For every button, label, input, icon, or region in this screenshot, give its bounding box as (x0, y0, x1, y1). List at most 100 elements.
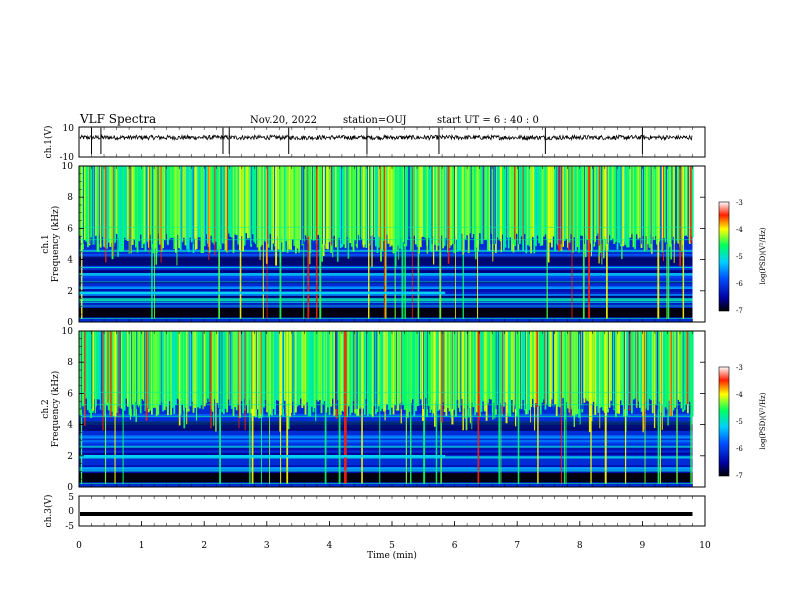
ch1-spec-emission-column (664, 166, 667, 243)
ch1-spec-emission-column (130, 166, 132, 254)
ch1-spec-emission-column (523, 166, 526, 235)
ch1-spec-emission-column (138, 166, 140, 242)
ch2-spec-emission-column (544, 331, 547, 410)
ch1-spec-emission-column (323, 166, 326, 245)
ch1-spec-sferic (266, 166, 268, 319)
ch1-spec-emission-column (186, 166, 188, 250)
ch2-spec-emission-column (397, 331, 400, 411)
ch2-spec-emission-column (85, 331, 88, 399)
ch2-spec-emission-column (101, 331, 104, 410)
ch2-spec-sferic (534, 331, 536, 431)
ch2-spec-emission-column (595, 331, 598, 407)
ch2-spec-tone-line (79, 445, 693, 447)
ch1-spec-emission-column (125, 166, 128, 240)
ch2-spec-emission-column (610, 331, 612, 401)
ch1-spec-dark-streak (490, 166, 492, 244)
ch1-spec-sferic (568, 166, 571, 243)
ch1-spec-sferic (646, 166, 648, 250)
ch2-spec-sferic (498, 331, 501, 484)
ch2-spec-emission-column (309, 331, 312, 417)
ch2-spec-dark-streak (637, 331, 639, 409)
ch1-spec-dark-streak (312, 166, 313, 244)
ch1-spec-emission-column (192, 166, 195, 253)
ch1-spec-emission-column (551, 166, 553, 248)
ch1-spec-emission-column (215, 166, 217, 242)
ch2-spec-dark-streak (635, 331, 637, 409)
ch2-spec-sferic (215, 331, 217, 432)
ch2-spec-sferic (462, 331, 464, 431)
ch2-spec-emission-column (546, 331, 548, 404)
ch2-spec-sferic (267, 331, 270, 411)
ch2-spec-dark-streak (265, 331, 267, 409)
ch1-spec-sferic (151, 166, 153, 319)
ch1-spec-sferic (532, 166, 535, 238)
ch1-spec-emission-column (253, 166, 256, 243)
ch1-spec-sferic (432, 166, 435, 265)
ch1-spec-emission-column (83, 166, 86, 241)
ch1-spec-dark-streak (641, 166, 642, 244)
ch2-spec-emission-column (389, 331, 392, 415)
ch2-spec-emission-column (141, 331, 144, 400)
ch1-spec-sferic (657, 166, 660, 319)
ch2-spec-emission-column (461, 331, 464, 399)
ch1-spec-emission-column (655, 166, 657, 237)
ch1-spec-emission-column (456, 166, 459, 252)
ch1-spec-sferic (111, 166, 114, 260)
ch2-spec-sferic (575, 331, 577, 414)
ch2-spec-sferic (517, 331, 520, 484)
ch1-spec-emission-column (586, 166, 588, 240)
ch1-spec-sferic (584, 166, 587, 258)
ch1-spec-emission-column (536, 166, 539, 236)
ch1-spec-sferic (394, 166, 397, 267)
ch1-spec-emission-column (442, 166, 444, 249)
ch1-spec-dark-streak (83, 166, 84, 244)
ch1-spec-emission-column (423, 166, 425, 238)
ch1-spec-dark-streak (192, 166, 194, 244)
ch1-spec-dark-streak (341, 166, 343, 244)
ch2-spec-emission-column (106, 331, 108, 406)
ch1-spec-emission-column (191, 166, 193, 243)
ch2-spec-emission-column (299, 331, 302, 399)
ch2-spec-dark-streak (460, 331, 462, 409)
ch2-spec-tone-trace (79, 416, 693, 417)
ch1-spec-sferic (154, 166, 156, 319)
ch1-spec-sferic (189, 166, 191, 239)
ch1-spec-emission-column (391, 166, 393, 246)
ch2-spec-emission-column (224, 331, 227, 409)
ch1-spectrogram-ticks: 0 2 4 6 8 10 (62, 162, 706, 328)
ch1-spec-sferic (385, 166, 387, 319)
ch2-spec-emission-column (192, 331, 195, 413)
ch1-spec-dark-streak (98, 166, 100, 244)
ch2-spec-emission-column (312, 331, 315, 413)
ch2-spec-emission-column (618, 331, 620, 414)
ch1-spec-emission-column (293, 166, 296, 246)
ch2-spec-sferic (467, 331, 470, 402)
ch1-spec-emission-column (344, 166, 347, 249)
ch1-spec-emission-column (451, 166, 454, 244)
ch2-spec-emission-column (483, 331, 486, 412)
ch1-spec-sferic (477, 166, 480, 252)
ch1-spec-emission-column (405, 166, 408, 247)
ch1-spec-emission-column (395, 166, 398, 252)
ch2-spec-emission-column (528, 331, 531, 411)
time-tick-label: 1 (139, 541, 145, 551)
ch2-spec-sferic (667, 331, 669, 426)
ch2-spec-dark-streak (283, 331, 285, 409)
ch2-spec-sferic (289, 331, 292, 418)
ch2-spec-sferic (338, 331, 341, 484)
ch1-spec-emission-column (99, 166, 102, 248)
ch2-spec-emission-column (691, 331, 694, 417)
ch2-spec-emission-column (592, 331, 595, 402)
ch2-spec-emission-column (155, 331, 158, 417)
ch2-spec-sferic (238, 331, 240, 429)
ch2-spec-sferic (280, 331, 282, 416)
ch1-spec-emission-column (144, 166, 147, 252)
ch1-spec-emission-column (466, 166, 468, 236)
ch2-spec-ytick-label: 8 (67, 358, 73, 368)
ch2-spec-emission-column (413, 331, 416, 417)
ch2-spec-emission-column (213, 331, 216, 400)
ch2-spec-dark-streak (628, 331, 630, 409)
ch2-spec-emission-column (347, 331, 350, 407)
ch2-spec-sferic (594, 331, 597, 415)
ch1-spectrogram-image (79, 166, 694, 322)
